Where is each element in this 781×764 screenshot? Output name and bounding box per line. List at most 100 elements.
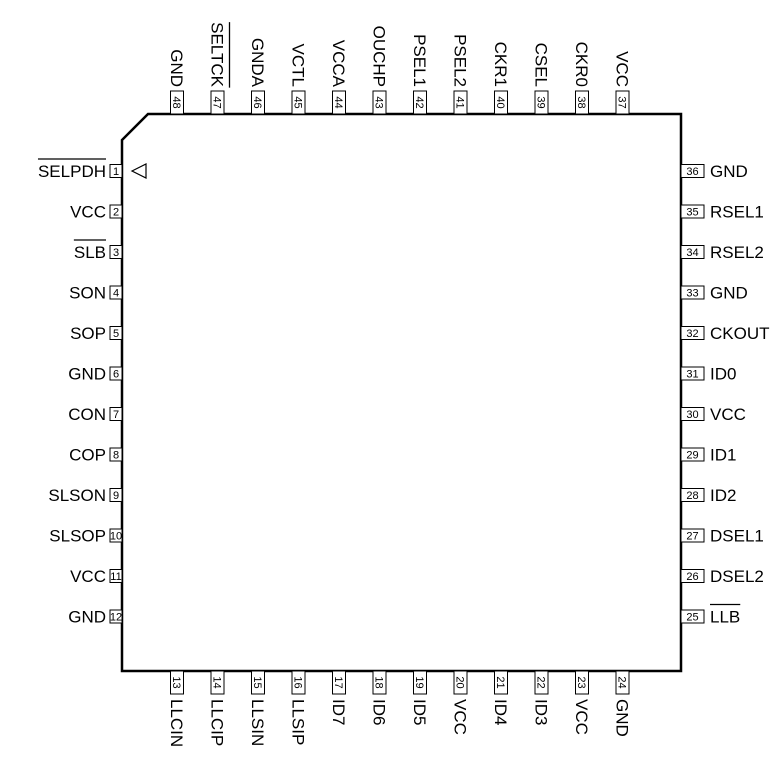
pin-5-sop: 5 SOP bbox=[70, 324, 123, 343]
pin-number: 3 bbox=[113, 247, 119, 259]
pin-label: VCCA bbox=[329, 40, 348, 88]
pin-number: 11 bbox=[110, 571, 121, 583]
pin-box bbox=[680, 245, 705, 259]
pin-number: 8 bbox=[113, 450, 119, 462]
pin-box bbox=[453, 90, 468, 115]
pin-number: 30 bbox=[686, 409, 698, 421]
pin-label: GND bbox=[68, 365, 106, 384]
pin-box bbox=[109, 407, 123, 421]
pin-box bbox=[372, 90, 387, 115]
pin-8-cop: 8 COP bbox=[69, 446, 123, 465]
pin-20-vcc: 20 VCC bbox=[451, 670, 470, 735]
pin-number: 23 bbox=[575, 676, 587, 688]
pin-number: 20 bbox=[454, 676, 466, 688]
pin-box bbox=[575, 670, 589, 695]
pin-label: SLSOP bbox=[49, 527, 106, 546]
pin-box bbox=[109, 245, 123, 259]
pin-label: VCC bbox=[70, 567, 106, 586]
pin-label: ID7 bbox=[329, 699, 348, 725]
bottom-pin-row: 13 LLCIN 14 LLCIP 15 LLSIN 16 LLSIP 17 ID7 18 ID6 19… bbox=[167, 670, 632, 747]
pin-label: VCC bbox=[613, 51, 632, 87]
pin-box bbox=[413, 670, 427, 695]
pin-24-gnd: 24 GND bbox=[613, 670, 632, 737]
pin-41-psel2: 41 PSEL2 bbox=[451, 34, 470, 115]
pin-label: CKR0 bbox=[572, 42, 591, 87]
pin-label: VCTL bbox=[289, 44, 308, 87]
pin-number: 45 bbox=[292, 96, 304, 108]
pin-box bbox=[210, 670, 225, 695]
pin-label: VCC bbox=[710, 405, 746, 424]
pin-box bbox=[170, 90, 184, 115]
pin-34-rsel2: 34 RSEL2 bbox=[680, 243, 764, 262]
pin-13-llcin: 13 LLCIN bbox=[167, 670, 186, 747]
pin-number: 22 bbox=[535, 676, 547, 688]
pin-label: SOP bbox=[70, 324, 106, 343]
pin-label: CSEL bbox=[532, 43, 551, 87]
pin-number: 41 bbox=[454, 96, 466, 108]
pin-label: ID3 bbox=[532, 699, 551, 725]
pin-box bbox=[109, 528, 123, 543]
pin-16-llsip: 16 LLSIP bbox=[289, 670, 308, 745]
pin-box bbox=[332, 670, 346, 695]
pin-15-llsin: 15 LLSIN bbox=[248, 670, 267, 746]
pin-label: ID1 bbox=[710, 446, 736, 465]
pin-12-gnd: 12 GND bbox=[68, 608, 123, 627]
pin-box bbox=[680, 447, 705, 462]
pin-26-dsel2: 26 DSEL2 bbox=[680, 567, 764, 586]
pin-box bbox=[109, 569, 123, 583]
pin-40-ckr1: 40 CKR1 bbox=[491, 42, 510, 115]
pin-29-id1: 29 ID1 bbox=[680, 446, 736, 465]
pin-number: 40 bbox=[494, 96, 506, 108]
pin-label: SLSON bbox=[48, 486, 106, 505]
pin-48-gnd: 48 GND bbox=[167, 49, 186, 115]
pin-label: CKOUT bbox=[710, 324, 770, 343]
pin-label: LLSIP bbox=[289, 699, 308, 745]
pin-box bbox=[680, 407, 705, 421]
pin-number: 48 bbox=[170, 96, 182, 108]
pin-number: 7 bbox=[113, 409, 119, 421]
pin-label: SELTCK bbox=[208, 22, 227, 88]
pin-box bbox=[680, 204, 705, 219]
pin1-marker-icon bbox=[130, 163, 147, 179]
pin-36-gnd: 36 GND bbox=[680, 162, 748, 181]
pin-9-slson: 9 SLSON bbox=[48, 486, 123, 505]
pin-label: DSEL1 bbox=[710, 527, 764, 546]
pin-number: 24 bbox=[616, 676, 628, 688]
pin-label: CKR1 bbox=[491, 42, 510, 87]
pin-number: 33 bbox=[686, 288, 698, 300]
pin-number: 16 bbox=[292, 676, 304, 688]
pin-box bbox=[332, 90, 346, 115]
pin-46-gnda: 46 GNDA bbox=[248, 38, 267, 115]
pin-number: 38 bbox=[575, 96, 587, 108]
pin-box bbox=[680, 366, 705, 381]
pin-label: LLSIN bbox=[248, 699, 267, 746]
pin-number: 47 bbox=[211, 96, 223, 108]
pin-number: 14 bbox=[211, 676, 223, 688]
pin-label: RSEL2 bbox=[710, 243, 764, 262]
pin-number: 18 bbox=[373, 676, 385, 688]
pin-17-id7: 17 ID7 bbox=[329, 670, 348, 725]
pin-39-csel: 39 CSEL bbox=[532, 43, 551, 115]
chip-package-outline bbox=[120, 112, 683, 673]
pin-14-llcip: 14 LLCIP bbox=[208, 670, 227, 746]
pin-box bbox=[680, 326, 705, 340]
pin-22-id3: 22 ID3 bbox=[532, 670, 551, 725]
pin-label: GND bbox=[167, 49, 186, 87]
pin-43-ouchp: 43 OUCHP bbox=[370, 26, 389, 115]
pin-label: PSEL2 bbox=[451, 34, 470, 87]
pin-box bbox=[494, 90, 508, 115]
pin-47-seltck: 47 SELTCK bbox=[208, 22, 231, 115]
pin-25-llb: 25 LLB bbox=[680, 603, 741, 627]
pin-number: 5 bbox=[113, 328, 119, 340]
left-pin-row: 1 SELPDH 2 VCC 3 SLB 4 SON 5 SOP 6 GND 7 CON 8 COP 9 SLSO… bbox=[37, 158, 123, 627]
pin-label: VCC bbox=[70, 203, 106, 222]
pin-6-gnd: 6 GND bbox=[68, 365, 123, 384]
pin-label: SON bbox=[69, 284, 106, 303]
pin-30-vcc: 30 VCC bbox=[680, 405, 746, 424]
pin-number: 19 bbox=[413, 676, 425, 688]
pin-box bbox=[494, 670, 508, 695]
pin-7-con: 7 CON bbox=[68, 405, 123, 424]
pin-box bbox=[534, 90, 549, 115]
pin-label: LLB bbox=[710, 608, 740, 627]
pin-number: 44 bbox=[332, 96, 344, 108]
